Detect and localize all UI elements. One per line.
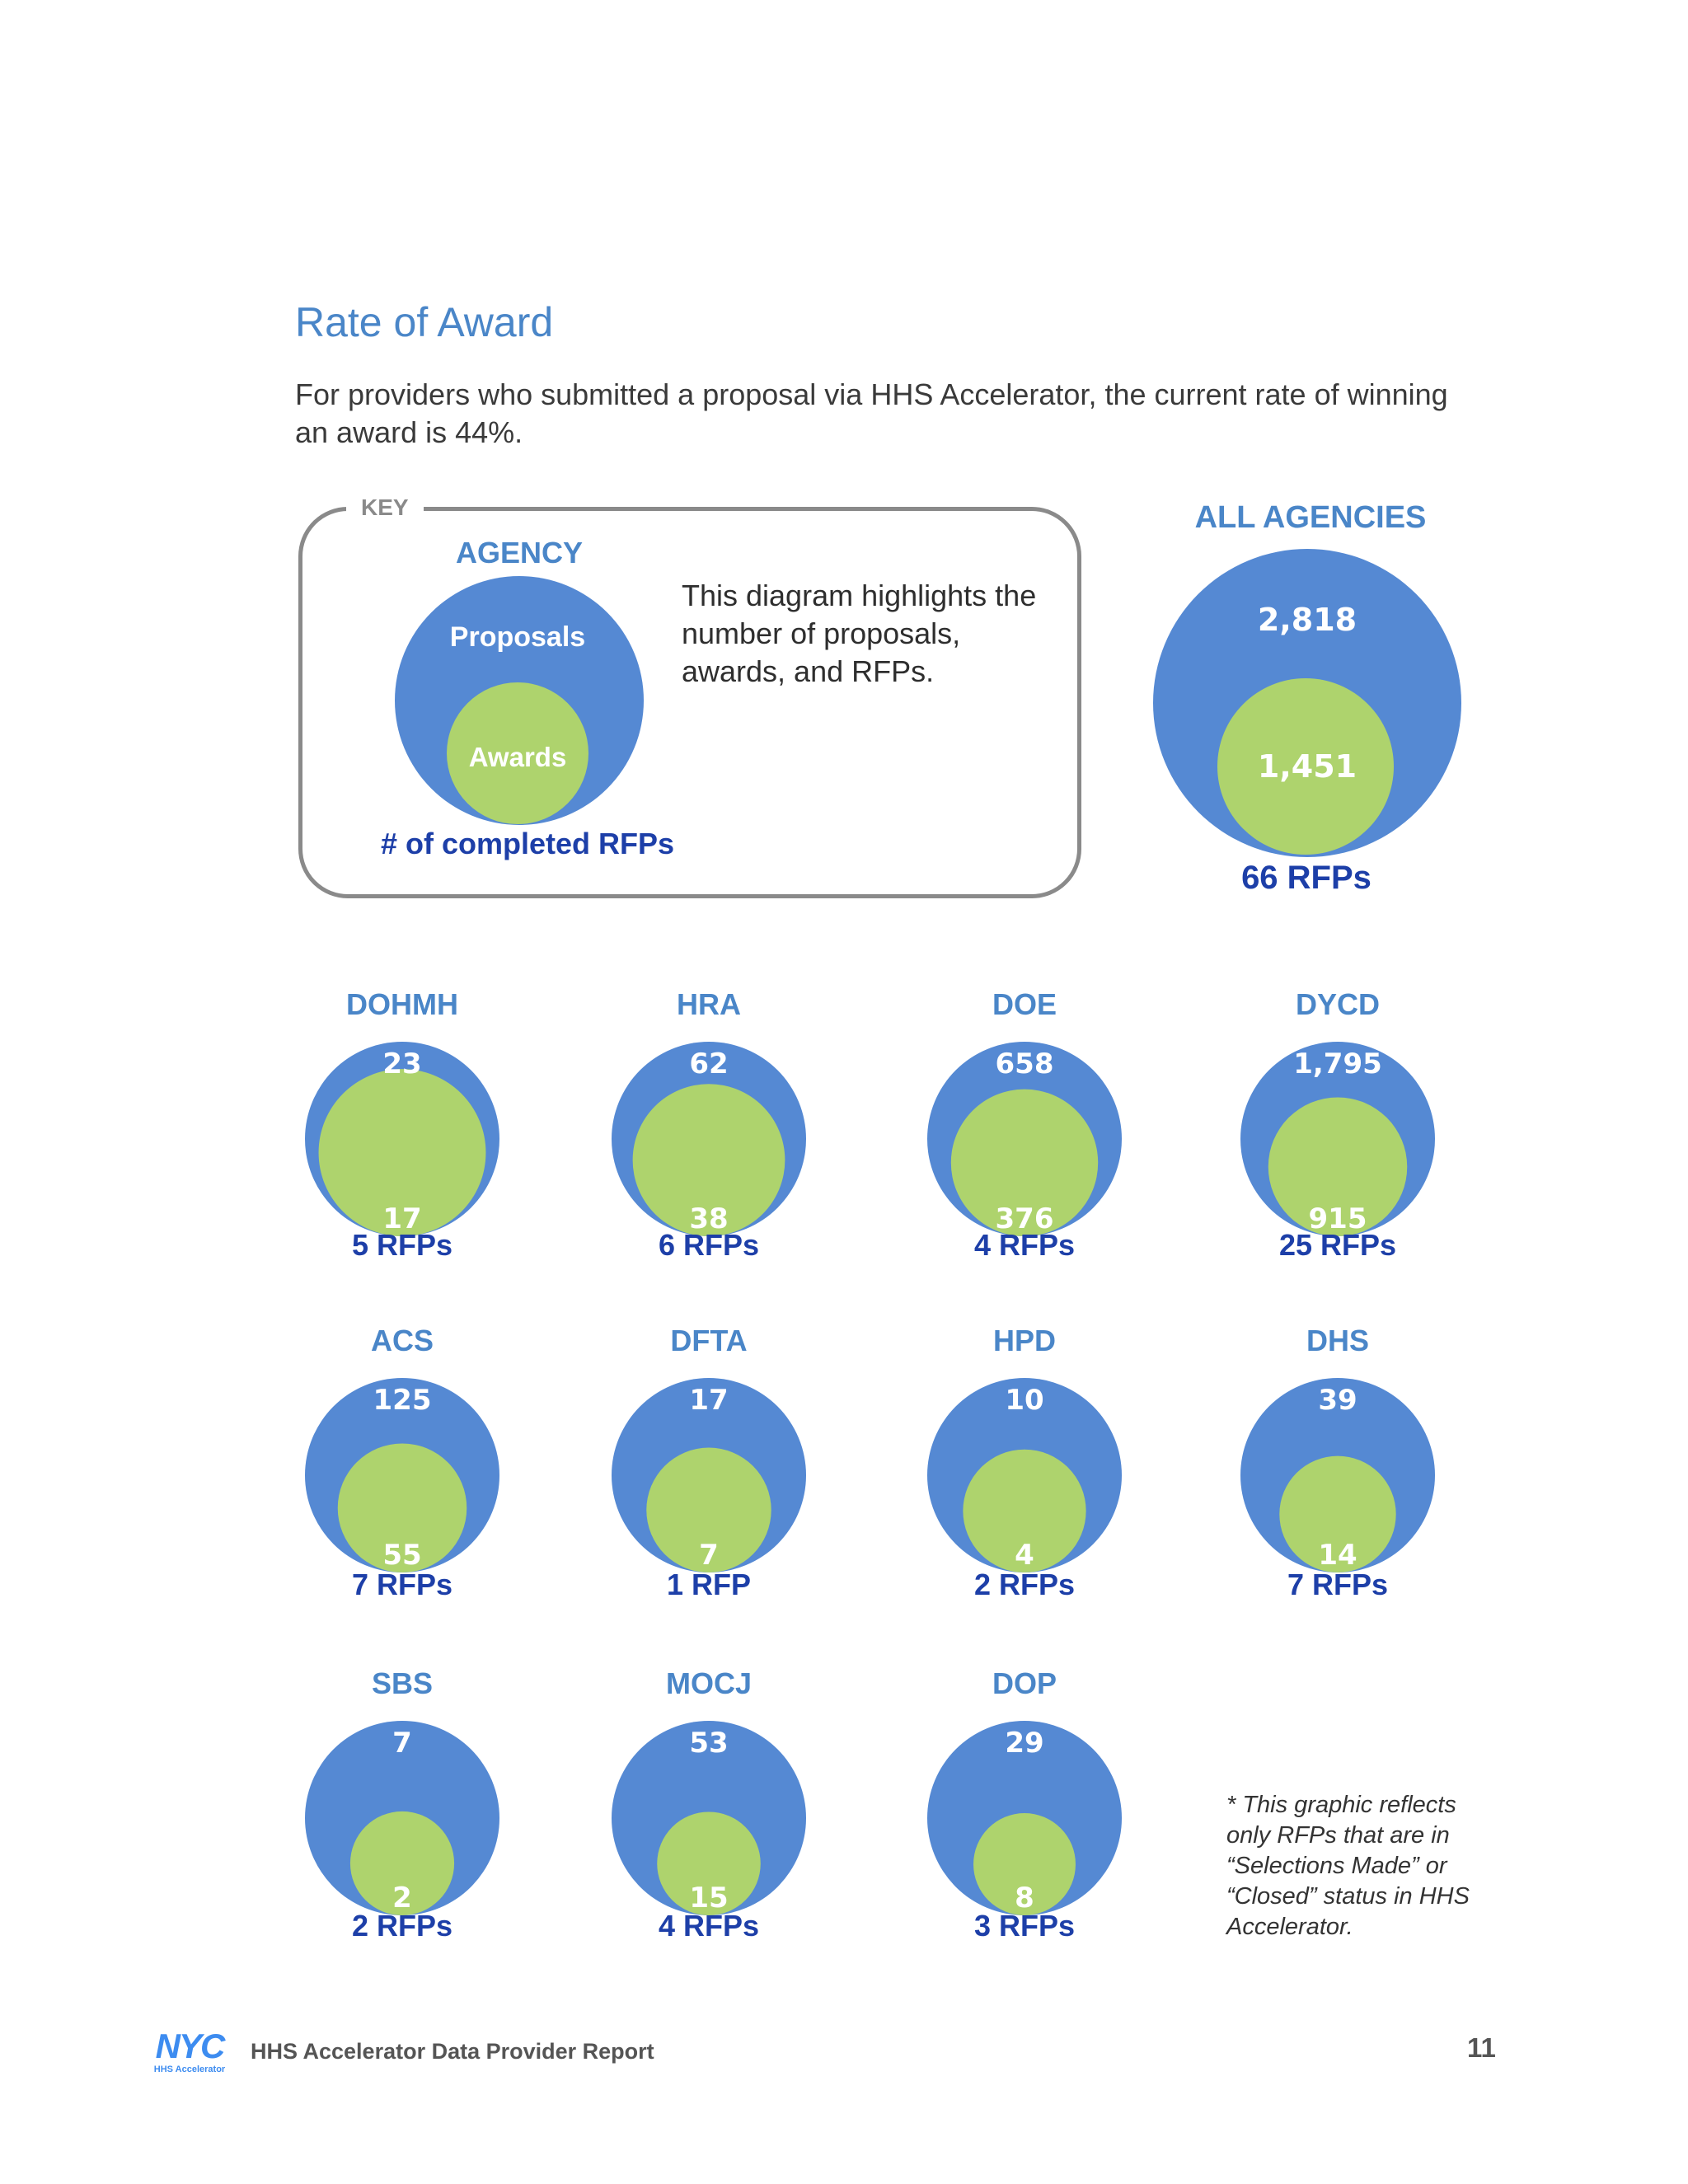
awards-circle-mocj (657, 1811, 761, 1915)
proposals-value-dfta: 17 (689, 1384, 728, 1417)
key-box (298, 507, 1081, 898)
key-awards-label: Awards (469, 742, 567, 772)
all-agencies-awards-value: 1,451 (1258, 748, 1357, 785)
awards-circle-dhs (1279, 1455, 1396, 1572)
agency-name-sbs: SBS (371, 1666, 434, 1700)
rfp-count-doe: 4 RFPs (973, 1228, 1076, 1262)
awards-circle-dop (973, 1813, 1076, 1915)
key-diagram: Proposals Awards (395, 576, 644, 825)
proposals-value-dop: 29 (1005, 1727, 1043, 1760)
awards-value-acs: 55 (382, 1539, 421, 1572)
awards-value-sbs: 2 (392, 1882, 412, 1915)
awards-circle-dfta (646, 1447, 771, 1572)
agency-name-hra: HRA (677, 987, 741, 1021)
awards-value-dfta: 7 (699, 1539, 719, 1572)
proposals-value-acs: 125 (373, 1384, 432, 1417)
agency-name-dhs: DHS (1306, 1324, 1369, 1357)
proposals-value-dycd: 1,795 (1293, 1047, 1382, 1080)
page-number: 11 (1467, 2032, 1496, 2063)
rfp-count-dhs: 7 RFPs (1287, 1568, 1389, 1601)
agency-name-acs: ACS (370, 1324, 434, 1357)
agency-name-dycd: DYCD (1295, 987, 1380, 1021)
awards-value-dycd: 915 (1309, 1202, 1367, 1235)
rfp-count-acs: 7 RFPs (351, 1568, 453, 1601)
awards-value-mocj: 15 (689, 1882, 728, 1915)
agency-diagram-hra: 62 38 (612, 1042, 806, 1236)
key-awards-circle (447, 682, 588, 824)
key-completed-rfps: # of completed RFPs (381, 827, 675, 860)
awards-circle-hpd (963, 1449, 1086, 1572)
agency-name-dohmh: DOHMH (346, 987, 458, 1021)
agency-name-hpd: HPD (992, 1324, 1056, 1357)
all-agencies-rfps: 66 RFPs (1241, 860, 1372, 896)
awards-value-hra: 38 (689, 1202, 728, 1235)
all-agencies-title: ALL AGENCIES (1194, 500, 1427, 535)
page-title: Rate of Award (295, 299, 554, 345)
agency-diagram-mocj: 53 15 (612, 1721, 806, 1915)
footer-report-title: HHS Accelerator Data Provider Report (251, 2039, 654, 2064)
all-agencies-proposals-value: 2,818 (1258, 602, 1357, 638)
rfp-count-dycd: 25 RFPs (1278, 1228, 1397, 1262)
agency-name-dfta: DFTA (670, 1324, 748, 1357)
awards-circle-dycd (1268, 1097, 1408, 1236)
agency-diagram-dop: 29 8 (927, 1721, 1122, 1915)
proposals-value-hra: 62 (689, 1047, 728, 1080)
agency-name-doe: DOE (992, 987, 1057, 1021)
rfp-count-mocj: 4 RFPs (658, 1909, 760, 1943)
footnote: * This graphic reflects only RFPs that a… (1226, 1792, 1470, 1940)
awards-circle-doe (950, 1089, 1099, 1236)
proposals-value-doe: 658 (996, 1047, 1054, 1080)
agency-diagram-dohmh: 23 17 (305, 1042, 499, 1236)
agency-diagram-dfta: 17 7 (612, 1378, 806, 1572)
awards-value-dohmh: 17 (382, 1202, 421, 1235)
awards-circle-dohmh (318, 1069, 486, 1236)
rfp-count-dohmh: 5 RFPs (351, 1228, 453, 1262)
rfp-count-hra: 6 RFPs (658, 1228, 760, 1262)
all-agencies-awards-circle (1217, 678, 1394, 855)
agency-diagram-sbs: 72 (305, 1721, 499, 1915)
proposals-value-dohmh: 23 (382, 1047, 421, 1080)
awards-value-doe: 376 (996, 1202, 1054, 1235)
awards-circle-acs (337, 1443, 467, 1572)
logo-sub-text: HHS Accelerator (153, 2064, 226, 2074)
agency-diagram-hpd: 10 4 (927, 1378, 1122, 1572)
agency-name-mocj: MOCJ (665, 1666, 752, 1700)
proposals-value-sbs: 7 (392, 1727, 412, 1760)
key-proposals-label: Proposals (450, 621, 585, 653)
rfp-count-hpd: 2 RFPs (973, 1568, 1076, 1601)
agency-diagram-acs: 125 55 (305, 1378, 499, 1572)
rfp-count-dop: 3 RFPs (973, 1909, 1076, 1943)
rfp-count-dfta: 1 RFP (666, 1568, 752, 1601)
awards-value-hpd: 4 (1015, 1539, 1034, 1572)
intro-text: For providers who submitted a proposal v… (295, 377, 1448, 449)
agency-diagram-doe: 658 376 (927, 1042, 1122, 1236)
rfp-count-sbs: 2 RFPs (351, 1909, 453, 1943)
proposals-value-dhs: 39 (1318, 1384, 1357, 1417)
agency-diagram-dycd: 1,795 915 (1240, 1042, 1435, 1236)
key-description: This diagram highlights the number of pr… (682, 579, 1037, 688)
awards-value-dhs: 14 (1318, 1539, 1357, 1572)
agency-diagram-dhs: 39 14 (1240, 1378, 1435, 1572)
awards-value-dop: 8 (1015, 1882, 1034, 1915)
awards-circle-sbs (349, 1811, 455, 1915)
proposals-value-mocj: 53 (689, 1727, 728, 1760)
logo-nyc-text: NYC (155, 2027, 226, 2065)
all-agencies-diagram: 2,818 1,451 (1153, 549, 1461, 857)
proposals-value-hpd: 10 (1005, 1384, 1043, 1417)
key-label: KEY (346, 494, 424, 521)
awards-circle-hra (632, 1084, 785, 1236)
nyc-logo: NYC HHS Accelerator (147, 2029, 232, 2079)
key-agency-label: AGENCY (455, 536, 584, 569)
agency-name-dop: DOP (992, 1666, 1057, 1700)
